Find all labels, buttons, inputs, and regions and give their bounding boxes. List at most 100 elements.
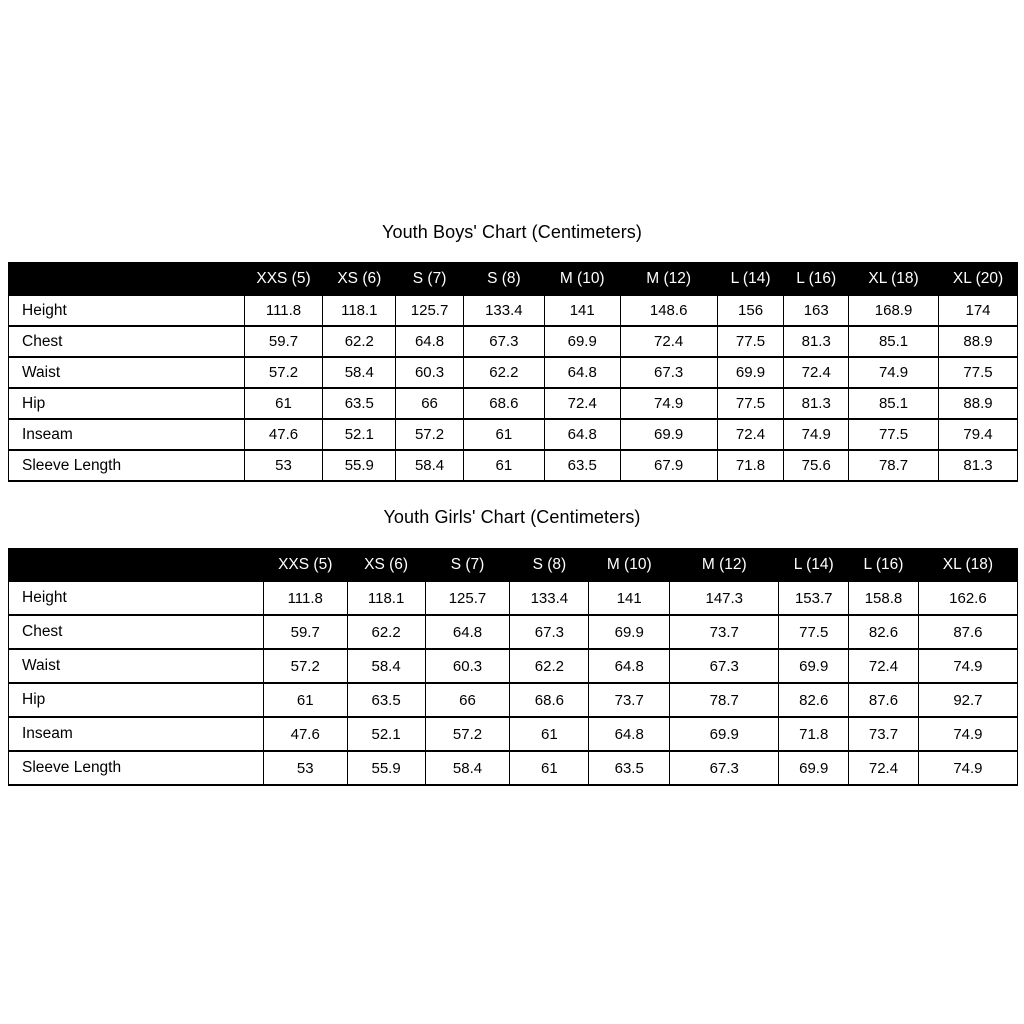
measurement-row: Height 111.8 118.1 125.7 133.4 141 148.6 156 163…	[8, 294, 1018, 327]
size-header-row: XXS (5) XS (6) S (7) S (8) M (10) M (12) L (14…	[8, 548, 1019, 582]
measurement-value-cell: 69.9	[669, 716, 780, 752]
measurement-value-cell: 78.7	[848, 449, 940, 482]
measurement-value-cell: 64.8	[543, 418, 621, 451]
measurement-row: Inseam 47.6 52.1 57.2 61 64.8 69.9 72.4 74.9 77.5…	[8, 418, 1018, 451]
measurement-value-cell: 88.9	[938, 325, 1018, 358]
measurement-value-cell: 66	[424, 682, 511, 718]
measurement-value-cell: 61	[243, 387, 324, 420]
measurement-value-cell: 147.3	[669, 580, 780, 616]
measurement-value-cell: 55.9	[322, 449, 397, 482]
measurement-row: Waist 57.2 58.4 60.3 62.2 64.8 67.3 69.9 72.4 74.…	[8, 356, 1018, 389]
measurement-value-cell: 81.3	[783, 387, 850, 420]
boys-chart-title: Youth Boys' Chart (Centimeters)	[382, 222, 642, 242]
measurement-value-cell: 141	[543, 294, 621, 327]
measurement-value-cell: 64.8	[424, 614, 511, 650]
measurement-label: Hip	[8, 682, 264, 718]
measurement-value-cell: 63.5	[588, 750, 671, 786]
measurement-value-cell: 66	[395, 387, 464, 420]
size-column-header: L (16)	[783, 262, 850, 296]
measurement-value-cell: 69.9	[543, 325, 621, 358]
measurement-value-cell: 62.2	[509, 648, 590, 684]
measurement-value-cell: 72.4	[619, 325, 718, 358]
measurement-label: Height	[8, 294, 245, 327]
size-column-header: M (12)	[619, 262, 718, 296]
measurement-value-cell: 73.7	[669, 614, 780, 650]
measurement-label: Chest	[8, 325, 245, 358]
measurement-value-cell: 58.4	[322, 356, 397, 389]
measurement-value-cell: 71.8	[716, 449, 785, 482]
measurement-value-cell: 67.3	[669, 648, 780, 684]
measurement-row: Chest 59.7 62.2 64.8 67.3 69.9 72.4 77.5 81.3 85.…	[8, 325, 1018, 358]
measurement-value-cell: 69.9	[778, 750, 850, 786]
size-column-header: S (7)	[424, 548, 511, 582]
measurement-value-cell: 72.4	[716, 418, 785, 451]
measurement-row: Hip 61 63.5 66 68.6 72.4 74.9 77.5 81.3 85.1 88.9	[8, 387, 1018, 420]
measurement-value-cell: 133.4	[509, 580, 590, 616]
measurement-value-cell: 52.1	[322, 418, 397, 451]
size-column-header: XL (18)	[917, 548, 1019, 582]
measurement-value-cell: 63.5	[346, 682, 426, 718]
measurement-value-cell: 67.3	[619, 356, 718, 389]
measurement-value-cell: 69.9	[716, 356, 785, 389]
measurement-label: Chest	[8, 614, 264, 650]
measurement-value-cell: 85.1	[848, 387, 940, 420]
measurement-value-cell: 58.4	[346, 648, 426, 684]
measurement-label: Height	[8, 580, 264, 616]
measurement-value-cell: 88.9	[938, 387, 1018, 420]
size-column-header: M (12)	[669, 548, 780, 582]
measurement-row: Waist 57.2 58.4 60.3 62.2 64.8 67.3 69.9 72.4 74.…	[8, 648, 1019, 684]
girls-chart-title: Youth Girls' Chart (Centimeters)	[383, 507, 641, 527]
measurement-row: Chest 59.7 62.2 64.8 67.3 69.9 73.7 77.5 82.6 87.…	[8, 614, 1019, 650]
size-column-header: M (10)	[543, 262, 621, 296]
size-column-header: XS (6)	[322, 262, 397, 296]
measurement-value-cell: 61	[509, 716, 590, 752]
measurement-value-cell: 92.7	[917, 682, 1019, 718]
measurement-value-cell: 47.6	[262, 716, 348, 752]
measurement-value-cell: 69.9	[588, 614, 671, 650]
measurement-value-cell: 64.8	[588, 716, 671, 752]
size-header-row: XXS (5) XS (6) S (7) S (8) M (10) M (12) L (14…	[8, 262, 1018, 296]
measurement-value-cell: 158.8	[848, 580, 919, 616]
size-column-header: L (14)	[716, 262, 785, 296]
measurement-value-cell: 71.8	[778, 716, 850, 752]
measurement-value-cell: 52.1	[346, 716, 426, 752]
measurement-value-cell: 78.7	[669, 682, 780, 718]
size-column-header: S (8)	[509, 548, 590, 582]
measurement-value-cell: 58.4	[395, 449, 464, 482]
measurement-value-cell: 53	[262, 750, 348, 786]
measurement-value-cell: 61	[462, 418, 545, 451]
measurement-value-cell: 74.9	[917, 716, 1019, 752]
size-column-header: L (14)	[778, 548, 850, 582]
measurement-value-cell: 57.2	[424, 716, 511, 752]
measurement-row: Hip 61 63.5 66 68.6 73.7 78.7 82.6 87.6 92.7	[8, 682, 1019, 718]
measurement-value-cell: 47.6	[243, 418, 324, 451]
measurement-value-cell: 62.2	[462, 356, 545, 389]
measurement-value-cell: 61	[509, 750, 590, 786]
measurement-value-cell: 63.5	[322, 387, 397, 420]
measurement-value-cell: 133.4	[462, 294, 545, 327]
measurement-value-cell: 68.6	[462, 387, 545, 420]
measurement-value-cell: 111.8	[243, 294, 324, 327]
measurement-value-cell: 85.1	[848, 325, 940, 358]
measurement-value-cell: 57.2	[243, 356, 324, 389]
measurement-value-cell: 72.4	[783, 356, 850, 389]
measurement-value-cell: 118.1	[322, 294, 397, 327]
measurement-value-cell: 59.7	[243, 325, 324, 358]
measurement-value-cell: 87.6	[848, 682, 919, 718]
measurement-value-cell: 168.9	[848, 294, 940, 327]
measurement-value-cell: 125.7	[424, 580, 511, 616]
measurement-value-cell: 72.4	[543, 387, 621, 420]
measurement-value-cell: 69.9	[619, 418, 718, 451]
measurement-value-cell: 55.9	[346, 750, 426, 786]
measurement-value-cell: 77.5	[716, 325, 785, 358]
corner-cell	[8, 262, 245, 296]
measurement-row: Height 111.8 118.1 125.7 133.4 141 147.3 153.7 1…	[8, 580, 1019, 616]
measurement-label: Inseam	[8, 716, 264, 752]
corner-cell	[8, 548, 264, 582]
measurement-value-cell: 141	[588, 580, 671, 616]
measurement-value-cell: 59.7	[262, 614, 348, 650]
measurement-value-cell: 74.9	[619, 387, 718, 420]
size-column-header: M (10)	[588, 548, 671, 582]
size-column-header: L (16)	[848, 548, 919, 582]
size-column-header: XXS (5)	[262, 548, 348, 582]
